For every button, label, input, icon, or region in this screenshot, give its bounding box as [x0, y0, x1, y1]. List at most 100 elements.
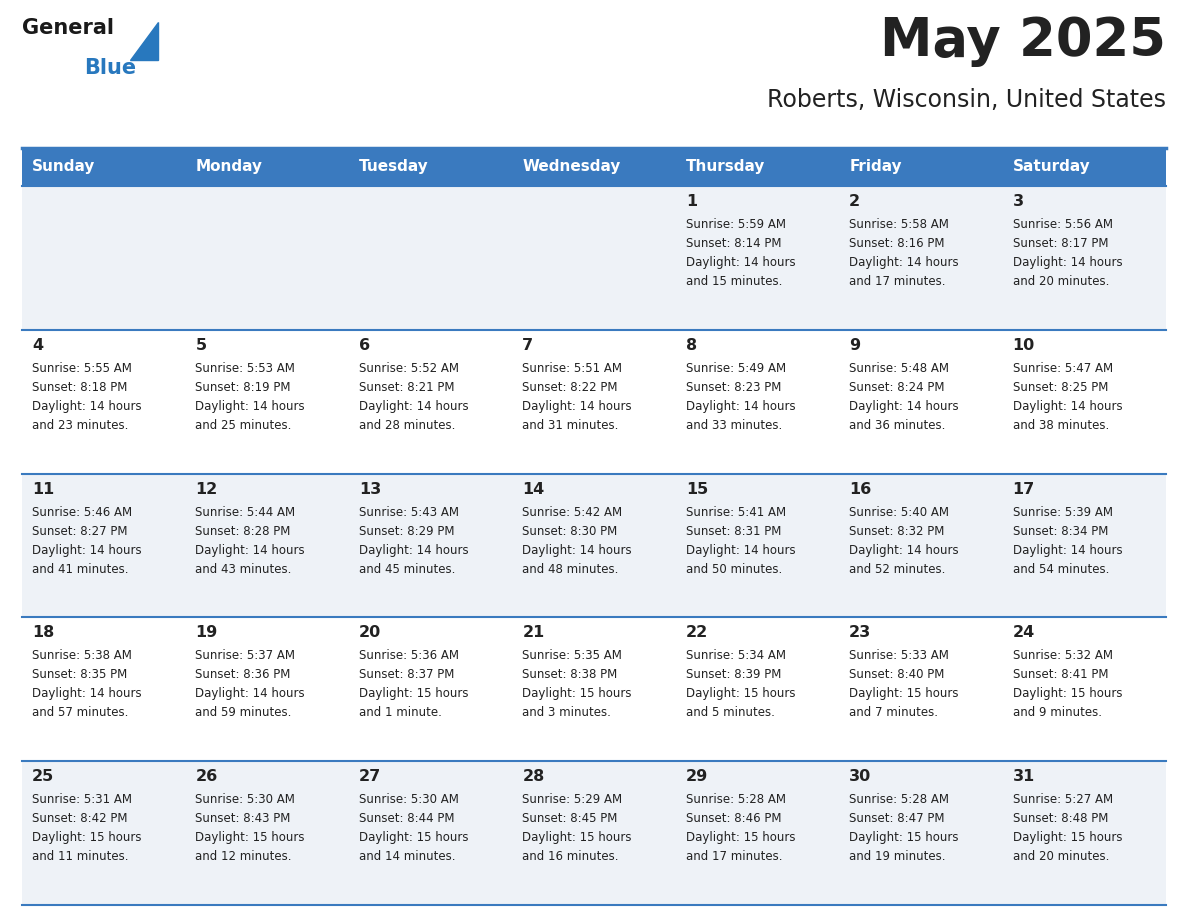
- Text: 23: 23: [849, 625, 871, 641]
- Text: 15: 15: [685, 482, 708, 497]
- Text: Daylight: 14 hours: Daylight: 14 hours: [685, 543, 795, 556]
- Text: and 19 minutes.: and 19 minutes.: [849, 850, 946, 863]
- Text: Sunset: 8:42 PM: Sunset: 8:42 PM: [32, 812, 127, 825]
- Text: Thursday: Thursday: [685, 160, 765, 174]
- Text: Sunrise: 5:27 AM: Sunrise: 5:27 AM: [1012, 793, 1113, 806]
- Text: Sunset: 8:30 PM: Sunset: 8:30 PM: [523, 524, 618, 538]
- Text: 28: 28: [523, 769, 544, 784]
- Text: 10: 10: [1012, 338, 1035, 353]
- Text: and 20 minutes.: and 20 minutes.: [1012, 850, 1108, 863]
- Text: and 5 minutes.: and 5 minutes.: [685, 706, 775, 720]
- Text: and 9 minutes.: and 9 minutes.: [1012, 706, 1101, 720]
- Text: Tuesday: Tuesday: [359, 160, 429, 174]
- Text: and 28 minutes.: and 28 minutes.: [359, 419, 455, 431]
- Text: Sunrise: 5:56 AM: Sunrise: 5:56 AM: [1012, 218, 1113, 231]
- Text: Daylight: 15 hours: Daylight: 15 hours: [32, 831, 141, 845]
- Text: Sunrise: 5:38 AM: Sunrise: 5:38 AM: [32, 649, 132, 663]
- Text: Sunrise: 5:51 AM: Sunrise: 5:51 AM: [523, 362, 623, 375]
- Text: Sunrise: 5:41 AM: Sunrise: 5:41 AM: [685, 506, 785, 519]
- Text: and 7 minutes.: and 7 minutes.: [849, 706, 939, 720]
- Text: and 17 minutes.: and 17 minutes.: [685, 850, 782, 863]
- Text: Sunset: 8:31 PM: Sunset: 8:31 PM: [685, 524, 781, 538]
- Text: Sunrise: 5:40 AM: Sunrise: 5:40 AM: [849, 506, 949, 519]
- Text: General: General: [23, 18, 114, 38]
- Text: 12: 12: [196, 482, 217, 497]
- Text: Sunrise: 5:33 AM: Sunrise: 5:33 AM: [849, 649, 949, 663]
- Text: Sunrise: 5:55 AM: Sunrise: 5:55 AM: [32, 362, 132, 375]
- Text: Daylight: 15 hours: Daylight: 15 hours: [1012, 688, 1123, 700]
- Text: and 1 minute.: and 1 minute.: [359, 706, 442, 720]
- Text: Daylight: 14 hours: Daylight: 14 hours: [196, 688, 305, 700]
- Text: and 45 minutes.: and 45 minutes.: [359, 563, 455, 576]
- Text: Daylight: 14 hours: Daylight: 14 hours: [849, 543, 959, 556]
- Text: and 48 minutes.: and 48 minutes.: [523, 563, 619, 576]
- Bar: [23, 761, 1165, 905]
- Text: Daylight: 14 hours: Daylight: 14 hours: [849, 256, 959, 269]
- Text: Sunrise: 5:28 AM: Sunrise: 5:28 AM: [849, 793, 949, 806]
- Text: Daylight: 15 hours: Daylight: 15 hours: [685, 688, 795, 700]
- Text: Daylight: 14 hours: Daylight: 14 hours: [32, 543, 141, 556]
- Text: Sunrise: 5:48 AM: Sunrise: 5:48 AM: [849, 362, 949, 375]
- Text: 6: 6: [359, 338, 369, 353]
- Text: and 38 minutes.: and 38 minutes.: [1012, 419, 1108, 431]
- Text: 25: 25: [32, 769, 55, 784]
- Text: Sunset: 8:19 PM: Sunset: 8:19 PM: [196, 381, 291, 394]
- Text: Wednesday: Wednesday: [523, 160, 620, 174]
- Text: Daylight: 14 hours: Daylight: 14 hours: [32, 688, 141, 700]
- Text: Sunrise: 5:52 AM: Sunrise: 5:52 AM: [359, 362, 459, 375]
- Bar: [23, 330, 1165, 474]
- Bar: [676, 148, 839, 186]
- Text: Sunrise: 5:30 AM: Sunrise: 5:30 AM: [359, 793, 459, 806]
- Text: Sunset: 8:46 PM: Sunset: 8:46 PM: [685, 812, 782, 825]
- Text: Sunset: 8:43 PM: Sunset: 8:43 PM: [196, 812, 291, 825]
- Text: 7: 7: [523, 338, 533, 353]
- Text: Daylight: 15 hours: Daylight: 15 hours: [1012, 831, 1123, 845]
- Text: Sunrise: 5:28 AM: Sunrise: 5:28 AM: [685, 793, 785, 806]
- Text: Sunday: Sunday: [32, 160, 95, 174]
- Text: Sunset: 8:39 PM: Sunset: 8:39 PM: [685, 668, 781, 681]
- Text: 2: 2: [849, 194, 860, 209]
- Text: Daylight: 14 hours: Daylight: 14 hours: [523, 543, 632, 556]
- Text: Saturday: Saturday: [1012, 160, 1091, 174]
- Text: Sunrise: 5:53 AM: Sunrise: 5:53 AM: [196, 362, 296, 375]
- Text: Daylight: 14 hours: Daylight: 14 hours: [359, 400, 468, 413]
- Text: Sunrise: 5:37 AM: Sunrise: 5:37 AM: [196, 649, 296, 663]
- Text: Sunset: 8:27 PM: Sunset: 8:27 PM: [32, 524, 127, 538]
- Text: Sunrise: 5:30 AM: Sunrise: 5:30 AM: [196, 793, 296, 806]
- Text: Sunset: 8:24 PM: Sunset: 8:24 PM: [849, 381, 944, 394]
- Text: Daylight: 14 hours: Daylight: 14 hours: [359, 543, 468, 556]
- Text: 29: 29: [685, 769, 708, 784]
- Text: Sunset: 8:28 PM: Sunset: 8:28 PM: [196, 524, 291, 538]
- Text: and 59 minutes.: and 59 minutes.: [196, 706, 292, 720]
- Text: and 15 minutes.: and 15 minutes.: [685, 275, 782, 288]
- Text: Sunset: 8:17 PM: Sunset: 8:17 PM: [1012, 237, 1108, 250]
- Text: 18: 18: [32, 625, 55, 641]
- Text: Sunset: 8:21 PM: Sunset: 8:21 PM: [359, 381, 454, 394]
- Text: Sunrise: 5:49 AM: Sunrise: 5:49 AM: [685, 362, 785, 375]
- Text: Sunset: 8:22 PM: Sunset: 8:22 PM: [523, 381, 618, 394]
- Text: and 3 minutes.: and 3 minutes.: [523, 706, 611, 720]
- Text: Sunset: 8:29 PM: Sunset: 8:29 PM: [359, 524, 454, 538]
- Text: Sunrise: 5:42 AM: Sunrise: 5:42 AM: [523, 506, 623, 519]
- Bar: [185, 148, 349, 186]
- Text: 24: 24: [1012, 625, 1035, 641]
- Text: 26: 26: [196, 769, 217, 784]
- Text: Sunrise: 5:46 AM: Sunrise: 5:46 AM: [32, 506, 132, 519]
- Text: Daylight: 15 hours: Daylight: 15 hours: [849, 688, 959, 700]
- Text: Daylight: 14 hours: Daylight: 14 hours: [1012, 400, 1123, 413]
- Text: Daylight: 15 hours: Daylight: 15 hours: [359, 688, 468, 700]
- Text: 3: 3: [1012, 194, 1024, 209]
- Text: Sunrise: 5:59 AM: Sunrise: 5:59 AM: [685, 218, 785, 231]
- Text: and 43 minutes.: and 43 minutes.: [196, 563, 292, 576]
- Text: 27: 27: [359, 769, 381, 784]
- Text: 1: 1: [685, 194, 697, 209]
- Text: and 36 minutes.: and 36 minutes.: [849, 419, 946, 431]
- Bar: [23, 618, 1165, 761]
- Text: 9: 9: [849, 338, 860, 353]
- Text: Daylight: 14 hours: Daylight: 14 hours: [685, 256, 795, 269]
- Text: Daylight: 14 hours: Daylight: 14 hours: [685, 400, 795, 413]
- Text: Sunset: 8:40 PM: Sunset: 8:40 PM: [849, 668, 944, 681]
- Text: and 54 minutes.: and 54 minutes.: [1012, 563, 1108, 576]
- Text: Sunset: 8:48 PM: Sunset: 8:48 PM: [1012, 812, 1108, 825]
- Text: and 11 minutes.: and 11 minutes.: [32, 850, 128, 863]
